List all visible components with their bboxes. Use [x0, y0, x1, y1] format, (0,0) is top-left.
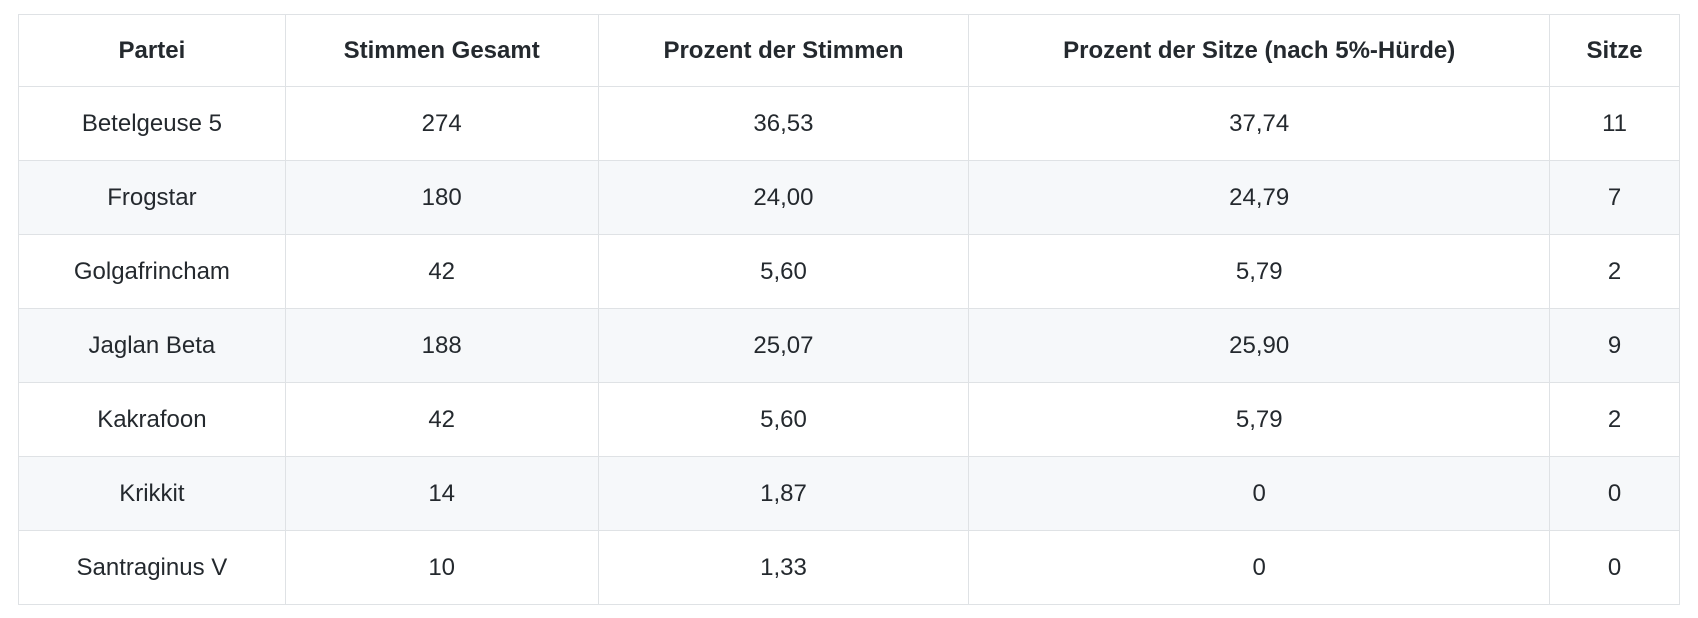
- cell-stimmen-gesamt: 10: [284, 530, 599, 605]
- table-row: Betelgeuse 5 274 36,53 37,74 11: [18, 86, 1680, 161]
- table-row: Santraginus V 10 1,33 0 0: [18, 530, 1680, 605]
- cell-stimmen-gesamt: 188: [284, 308, 599, 383]
- cell-prozent-stimmen: 36,53: [597, 86, 970, 161]
- table-row: Jaglan Beta 188 25,07 25,90 9: [18, 308, 1680, 383]
- cell-prozent-sitze: 25,90: [968, 308, 1551, 383]
- cell-prozent-stimmen: 25,07: [597, 308, 970, 383]
- cell-prozent-stimmen: 1,87: [597, 456, 970, 531]
- cell-sitze: 7: [1549, 160, 1680, 235]
- cell-stimmen-gesamt: 42: [284, 234, 599, 309]
- cell-sitze: 0: [1549, 456, 1680, 531]
- cell-sitze: 2: [1549, 382, 1680, 457]
- column-header-partei: Partei: [18, 14, 286, 87]
- cell-prozent-stimmen: 5,60: [597, 234, 970, 309]
- column-header-sitze: Sitze: [1549, 14, 1680, 87]
- table-body: Betelgeuse 5 274 36,53 37,74 11 Frogstar 180 24…: [18, 86, 1680, 605]
- cell-prozent-stimmen: 1,33: [597, 530, 970, 605]
- cell-sitze: 9: [1549, 308, 1680, 383]
- cell-prozent-sitze: 0: [968, 530, 1551, 605]
- table-row: Frogstar 180 24,00 24,79 7: [18, 160, 1680, 235]
- cell-prozent-stimmen: 24,00: [597, 160, 970, 235]
- cell-partei: Jaglan Beta: [18, 308, 286, 383]
- cell-partei: Krikkit: [18, 456, 286, 531]
- cell-partei: Golgafrincham: [18, 234, 286, 309]
- cell-stimmen-gesamt: 180: [284, 160, 599, 235]
- cell-partei: Betelgeuse 5: [18, 86, 286, 161]
- column-header-prozent-stimmen: Prozent der Stimmen: [597, 14, 970, 87]
- column-header-prozent-sitze: Prozent der Sitze (nach 5%-Hürde): [968, 14, 1551, 87]
- column-header-stimmen-gesamt: Stimmen Gesamt: [284, 14, 599, 87]
- results-table: Partei Stimmen Gesamt Prozent der Stimmen P…: [18, 14, 1680, 605]
- cell-prozent-sitze: 37,74: [968, 86, 1551, 161]
- cell-stimmen-gesamt: 274: [284, 86, 599, 161]
- cell-partei: Kakrafoon: [18, 382, 286, 457]
- table-row: Krikkit 14 1,87 0 0: [18, 456, 1680, 531]
- table-header: Partei Stimmen Gesamt Prozent der Stimmen P…: [18, 14, 1680, 87]
- cell-sitze: 2: [1549, 234, 1680, 309]
- cell-partei: Frogstar: [18, 160, 286, 235]
- cell-partei: Santraginus V: [18, 530, 286, 605]
- cell-sitze: 11: [1549, 86, 1680, 161]
- cell-sitze: 0: [1549, 530, 1680, 605]
- cell-prozent-sitze: 24,79: [968, 160, 1551, 235]
- cell-prozent-sitze: 5,79: [968, 382, 1551, 457]
- cell-prozent-sitze: 0: [968, 456, 1551, 531]
- header-row: Partei Stimmen Gesamt Prozent der Stimmen P…: [18, 14, 1680, 87]
- cell-stimmen-gesamt: 42: [284, 382, 599, 457]
- table-row: Kakrafoon 42 5,60 5,79 2: [18, 382, 1680, 457]
- table-row: Golgafrincham 42 5,60 5,79 2: [18, 234, 1680, 309]
- cell-prozent-stimmen: 5,60: [597, 382, 970, 457]
- cell-stimmen-gesamt: 14: [284, 456, 599, 531]
- cell-prozent-sitze: 5,79: [968, 234, 1551, 309]
